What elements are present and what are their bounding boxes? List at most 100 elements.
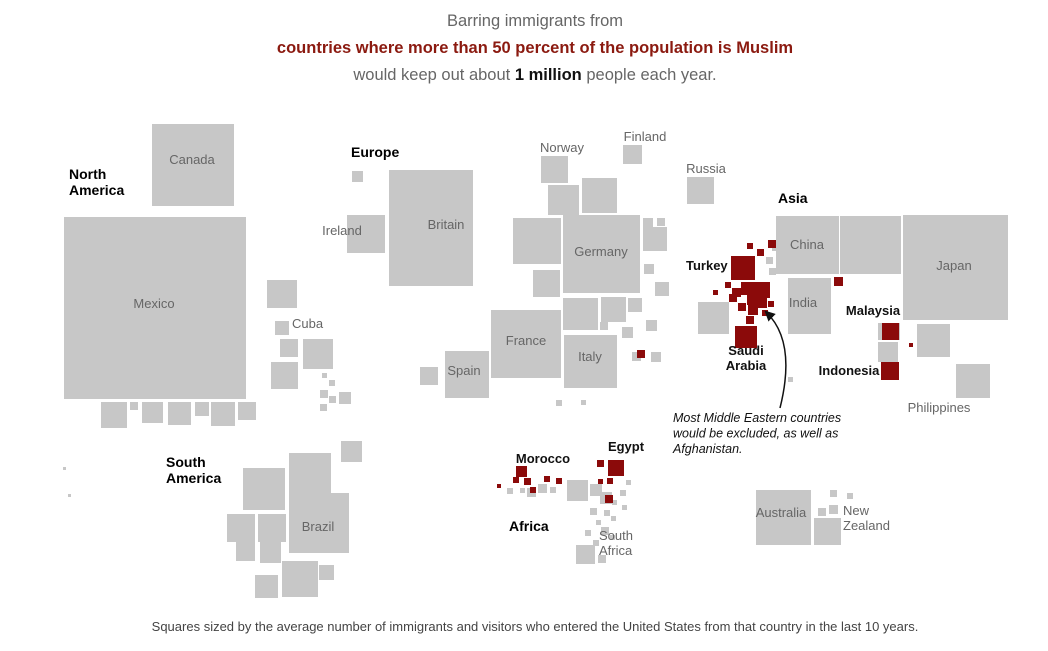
country-square [101, 402, 127, 428]
excluded-country-square [757, 298, 767, 308]
country-square [538, 484, 547, 493]
country-label-line: Africa [599, 543, 633, 558]
country-label: Philippines [908, 400, 971, 415]
headline-bold: 1 million [514, 66, 582, 84]
country-square [600, 322, 608, 330]
country-label-line: Canada [169, 152, 215, 167]
country-label: China [790, 237, 825, 252]
country-square [830, 490, 837, 497]
country-square [520, 488, 525, 493]
excluded-country-label-line: Malaysia [846, 303, 901, 318]
annotation: Most Middle Eastern countries would be e… [672, 310, 841, 456]
excluded-country-square [834, 277, 843, 286]
country-label-line: Russia [686, 161, 727, 176]
country-square [142, 402, 163, 423]
excluded-country-label-line: Indonesia [819, 363, 880, 378]
country-square [329, 396, 336, 403]
country-square [319, 565, 334, 580]
footnote: Squares sized by the average number of i… [151, 619, 919, 634]
country-square [612, 500, 617, 505]
country-square [698, 302, 729, 334]
country-square [303, 339, 333, 369]
excluded-country-square [556, 478, 562, 484]
country-square [329, 380, 335, 386]
region-label: North America [69, 166, 124, 198]
country-label-line: Philippines [908, 400, 971, 415]
region-label: Africa [509, 518, 549, 534]
country-square [195, 402, 209, 416]
country-square [687, 177, 714, 204]
country-square [347, 215, 385, 253]
country-label-line: Spain [447, 363, 480, 378]
country-square [339, 392, 351, 404]
region-label: South America [166, 454, 221, 486]
country-square [643, 227, 667, 251]
country-square [341, 441, 362, 462]
excluded-country-square [607, 478, 613, 484]
annotation-line: Afghanistan. [672, 442, 743, 456]
country-square [840, 216, 901, 274]
country-square [258, 514, 286, 542]
country-label-line: Cuba [292, 316, 324, 331]
country-label: Brazil [302, 519, 335, 534]
excluded-country-square [524, 478, 531, 485]
country-label: Cuba [292, 316, 324, 331]
country-square [878, 342, 898, 362]
excluded-country-square [754, 282, 770, 298]
country-label: France [506, 333, 546, 348]
country-square [243, 468, 285, 510]
excluded-country-square [530, 487, 536, 493]
excluded-country-label: Malaysia [846, 303, 901, 318]
country-square [598, 555, 606, 563]
country-square [320, 390, 328, 398]
country-label-line: India [789, 295, 818, 310]
country-square [289, 493, 349, 553]
country-label-line: Japan [936, 258, 971, 273]
excluded-country-label-line: Saudi [728, 343, 763, 358]
excluded-country-label-line: Turkey [686, 258, 728, 273]
excluded-country-square [497, 484, 501, 488]
country-square [389, 170, 473, 286]
excluded-country-square [735, 326, 757, 348]
country-label-line: Ireland [322, 223, 362, 238]
country-label: Japan [936, 258, 971, 273]
region-label-line: Europe [351, 144, 399, 160]
country-square [581, 400, 586, 405]
excluded-country-square [598, 479, 603, 484]
country-square [632, 352, 641, 361]
region-label-line: Asia [778, 190, 808, 206]
annotation-line: Most Middle Eastern countries [673, 411, 841, 425]
country-square [593, 540, 599, 546]
country-label: Ireland [322, 223, 362, 238]
excluded-country-square [768, 301, 774, 307]
country-square [282, 561, 318, 597]
country-square [596, 520, 601, 525]
country-label-line: Germany [574, 244, 628, 259]
excluded-country-square [513, 477, 519, 483]
excluded-country-square [516, 466, 527, 477]
excluded-country-label: Saudi Arabia [726, 343, 767, 373]
country-square [491, 310, 561, 378]
country-square [168, 402, 191, 425]
country-square [585, 530, 591, 536]
excluded-country-square [747, 243, 753, 249]
country-square [550, 487, 556, 493]
country-square [238, 402, 256, 420]
country-square [756, 490, 811, 545]
excluded-country-square [725, 282, 731, 288]
country-label-line: Mexico [133, 296, 174, 311]
headline: Barring immigrants from countries where … [0, 8, 1048, 89]
country-square [643, 218, 653, 228]
country-label: Australia [756, 505, 807, 520]
country-square [814, 518, 841, 545]
country-square [130, 402, 138, 410]
country-label-line: Norway [540, 140, 585, 155]
country-square [620, 490, 626, 496]
excluded-country-label: Indonesia [819, 363, 880, 378]
country-square [556, 400, 562, 406]
country-square [541, 156, 568, 183]
country-label: Italy [578, 349, 602, 364]
excluded-country-square [741, 282, 754, 295]
country-square [590, 508, 597, 515]
